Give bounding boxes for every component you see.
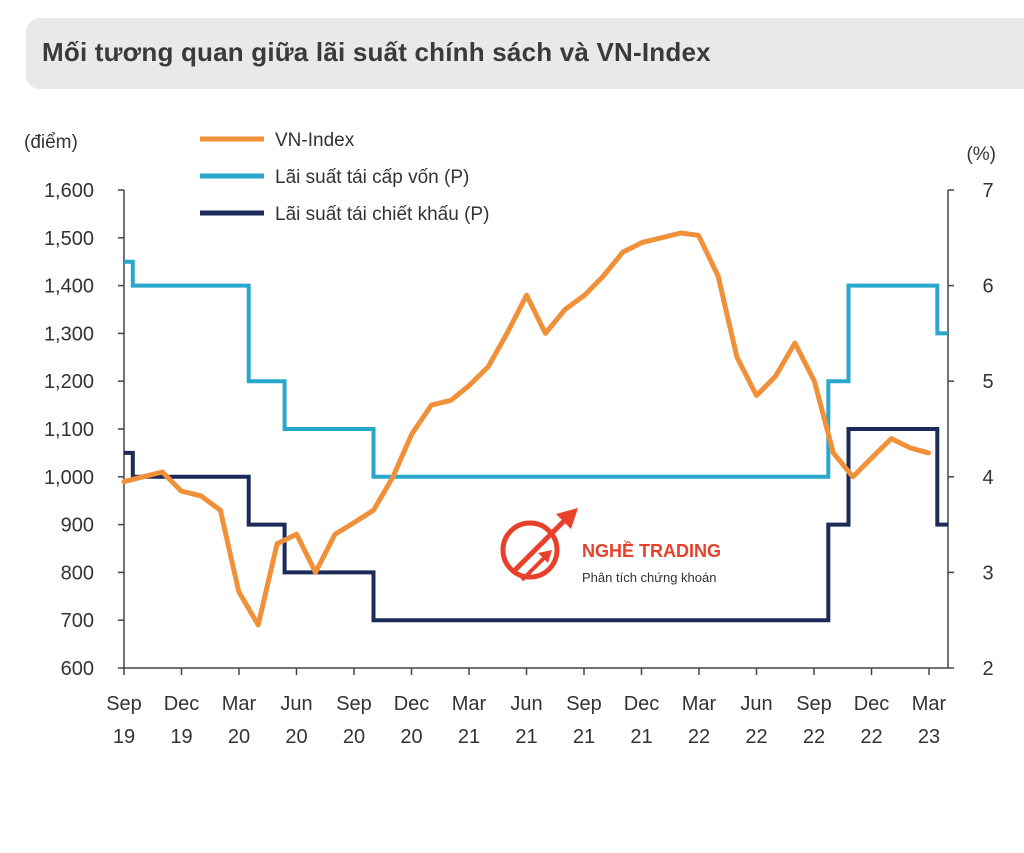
x-tick-label-month: Sep (566, 693, 602, 715)
x-tick-label-month: Sep (336, 693, 372, 715)
x-tick-label-month: Dec (164, 693, 200, 715)
x-tick-label-month: Mar (222, 693, 257, 715)
watermark: NGHỀ TRADING Phân tích chứng khoán (500, 508, 721, 585)
right-tick-label: 4 (982, 467, 993, 489)
left-tick-label: 1,500 (44, 228, 94, 250)
right-tick-label: 3 (982, 562, 993, 584)
x-tick-label-year: 22 (688, 726, 710, 748)
legend-vn-index-label: VN-Index (275, 130, 355, 151)
x-tick-label-year: 22 (745, 726, 767, 748)
x-tick-label-year: 20 (343, 726, 365, 748)
x-tick-label-year: 23 (918, 726, 940, 748)
left-axis-unit: (điểm) (24, 132, 78, 153)
left-tick-label: 1,600 (44, 180, 94, 202)
watermark-tagline: Phân tích chứng khoán (582, 570, 716, 585)
right-axis-unit: (%) (966, 144, 996, 165)
right-tick-label: 5 (982, 371, 993, 393)
legend: VN-Index Lãi suất tái cấp vốn (P) Lãi suất… (200, 130, 489, 225)
x-tick-label-year: 22 (803, 726, 825, 748)
x-tick-label-year: 21 (630, 726, 652, 748)
x-tick-label-month: Dec (624, 693, 660, 715)
x-tick-label-year: 20 (400, 726, 422, 748)
axes: 600 700 800 900 1,000 1,100 1,200 1,300 1,400 1,5… (24, 132, 996, 748)
left-tick-label: 1,400 (44, 276, 94, 298)
series-line-vn-index (121, 230, 931, 628)
x-tick-label-year: 21 (515, 726, 537, 748)
series-layer (121, 230, 948, 628)
right-tick-label: 2 (982, 658, 993, 680)
x-tick-label-year: 22 (860, 726, 882, 748)
x-tick-label-year: 19 (170, 726, 192, 748)
title-bar (26, 18, 1024, 89)
left-tick-label: 1,200 (44, 371, 94, 393)
series-line-rediscount-rate (124, 427, 948, 623)
watermark-logo-icon (500, 508, 578, 582)
right-tick-label: 6 (982, 276, 993, 298)
x-tick-label-month: Jun (740, 693, 772, 715)
legend-rediscount-rate-label: Lãi suất tái chiết khấu (P) (275, 204, 489, 225)
x-tick-label-year: 20 (285, 726, 307, 748)
x-tick-label-month: Mar (452, 693, 487, 715)
series-line-refinancing-rate (124, 259, 948, 479)
x-tick-label-year: 20 (228, 726, 250, 748)
x-tick-label-month: Sep (106, 693, 142, 715)
legend-refinancing-rate-label: Lãi suất tái cấp vốn (P) (275, 167, 469, 188)
x-tick-label-year: 21 (573, 726, 595, 748)
chart-title: Mối tương quan giữa lãi suất chính sách … (42, 37, 711, 67)
x-tick-label-year: 21 (458, 726, 480, 748)
left-tick-label: 1,000 (44, 467, 94, 489)
left-tick-label: 900 (61, 515, 94, 537)
left-tick-label: 800 (61, 562, 94, 584)
left-tick-label: 600 (61, 658, 94, 680)
left-tick-label: 1,100 (44, 419, 94, 441)
x-tick-label-month: Sep (796, 693, 832, 715)
left-tick-label: 700 (61, 610, 94, 632)
watermark-brand: NGHỀ TRADING (582, 540, 721, 561)
right-tick-label: 7 (982, 180, 993, 202)
x-tick-label-month: Mar (912, 693, 947, 715)
x-tick-label-year: 19 (113, 726, 135, 748)
x-tick-label-month: Jun (280, 693, 312, 715)
x-tick-label-month: Dec (394, 693, 430, 715)
x-tick-label-month: Jun (510, 693, 542, 715)
left-tick-label: 1,300 (44, 323, 94, 345)
x-tick-label-month: Mar (682, 693, 717, 715)
x-tick-label-month: Dec (854, 693, 890, 715)
